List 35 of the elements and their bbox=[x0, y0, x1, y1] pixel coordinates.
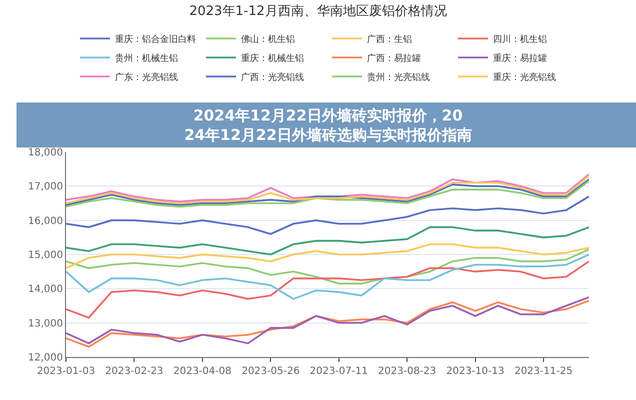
legend-label: 广东：光亮铝线 bbox=[115, 72, 178, 84]
text: 2024年12月22日外墙砖实时报价，2024年12月22日外墙砖选购与实时报价指南 bbox=[184, 106, 472, 144]
legend-label: 四川：机生铝 bbox=[493, 34, 547, 46]
x-tick-label: 2023-07-11 bbox=[310, 366, 368, 377]
legend-label: 佛山：机生铝 bbox=[241, 34, 295, 46]
x-tick-label: 2023-08-23 bbox=[378, 366, 436, 377]
x-tick-label: 2023-05-26 bbox=[242, 366, 300, 377]
legend-label: 广西：光亮铝线 bbox=[241, 72, 304, 84]
y-tick-label: 12,000 bbox=[28, 352, 63, 364]
y-tick-label: 16,000 bbox=[28, 216, 63, 227]
line-series bbox=[66, 248, 589, 284]
line-series bbox=[66, 243, 589, 270]
x-tick-label: 2023-02-23 bbox=[105, 366, 164, 377]
legend-label: 重庆：易拉罐 bbox=[493, 53, 547, 64]
y-tick-label: 18,000 bbox=[28, 148, 63, 158]
legend-label: 贵州：光亮铝线 bbox=[367, 72, 430, 84]
legend-label: 重庆：铝合金旧白料 bbox=[115, 34, 196, 46]
legend-label: 重庆：机械生铝 bbox=[241, 53, 304, 64]
legend-label: 广西：易拉罐 bbox=[367, 53, 421, 64]
legend-label: 贵州：机械生铝 bbox=[115, 53, 178, 64]
x-tick-label: 2023-11-25 bbox=[514, 366, 573, 377]
line-series bbox=[66, 260, 589, 319]
line-series bbox=[66, 254, 589, 300]
y-tick-label: 14,000 bbox=[28, 284, 63, 296]
x-tick-label: 2023-01-03 bbox=[36, 366, 96, 377]
y-tick-label: 17,000 bbox=[28, 182, 63, 193]
x-tick-label: 2023-04-08 bbox=[173, 366, 232, 377]
y-tick-label: 15,000 bbox=[28, 250, 63, 261]
line-series bbox=[66, 226, 589, 256]
chart-title: 2023年1-12月西南、华南地区废铝价格情况 bbox=[189, 4, 447, 20]
x-tick-label: 2023-10-13 bbox=[446, 366, 504, 377]
line-series bbox=[66, 196, 589, 235]
legend-label: 重庆：光亮铝线 bbox=[493, 72, 556, 84]
y-tick-label: 13,000 bbox=[28, 318, 63, 330]
legend-label: 广西：生铝 bbox=[367, 34, 412, 46]
